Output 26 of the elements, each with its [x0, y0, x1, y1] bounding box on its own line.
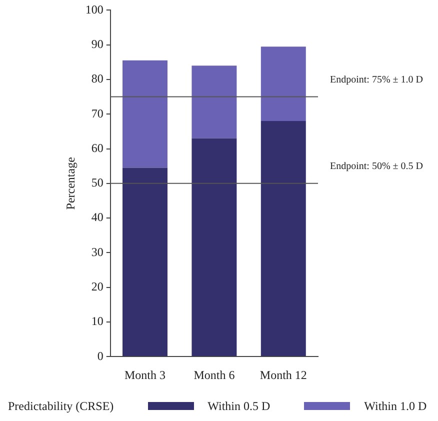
y-tick-label: 50 [91, 176, 104, 190]
x-tick-label: Month 12 [260, 368, 307, 382]
y-axis-title: Percentage [63, 157, 78, 210]
y-tick-label: 40 [91, 210, 104, 224]
y-tick-label: 60 [91, 140, 104, 155]
y-tick-label: 0 [97, 348, 104, 363]
legend-label: Within 1.0 D [364, 398, 427, 414]
bar [260, 46, 306, 122]
ref-line-label: Endpoint: 75% ± 1.0 D [330, 74, 423, 86]
y-tick-label: 70 [91, 106, 104, 120]
legend-title: Predictability (CRSE) [8, 398, 114, 414]
legend-label: Within 0.5 D [208, 398, 270, 414]
y-tick-label: 90 [91, 36, 104, 51]
y-tick-label: 30 [91, 244, 104, 259]
ref-line-label: Endpoint: 50% ± 0.5 D [330, 161, 423, 172]
bar [260, 121, 306, 356]
x-tick-label: Month 6 [194, 368, 235, 382]
y-tick-label: 10 [91, 314, 104, 328]
bar [122, 60, 168, 168]
bar [122, 168, 168, 356]
bar [192, 138, 237, 356]
y-tick-label: 100 [85, 2, 104, 16]
y-tick-label: 80 [91, 72, 104, 86]
y-tick-label: 20 [91, 279, 104, 294]
bar [192, 66, 237, 138]
x-tick-label: Month 3 [124, 368, 166, 382]
